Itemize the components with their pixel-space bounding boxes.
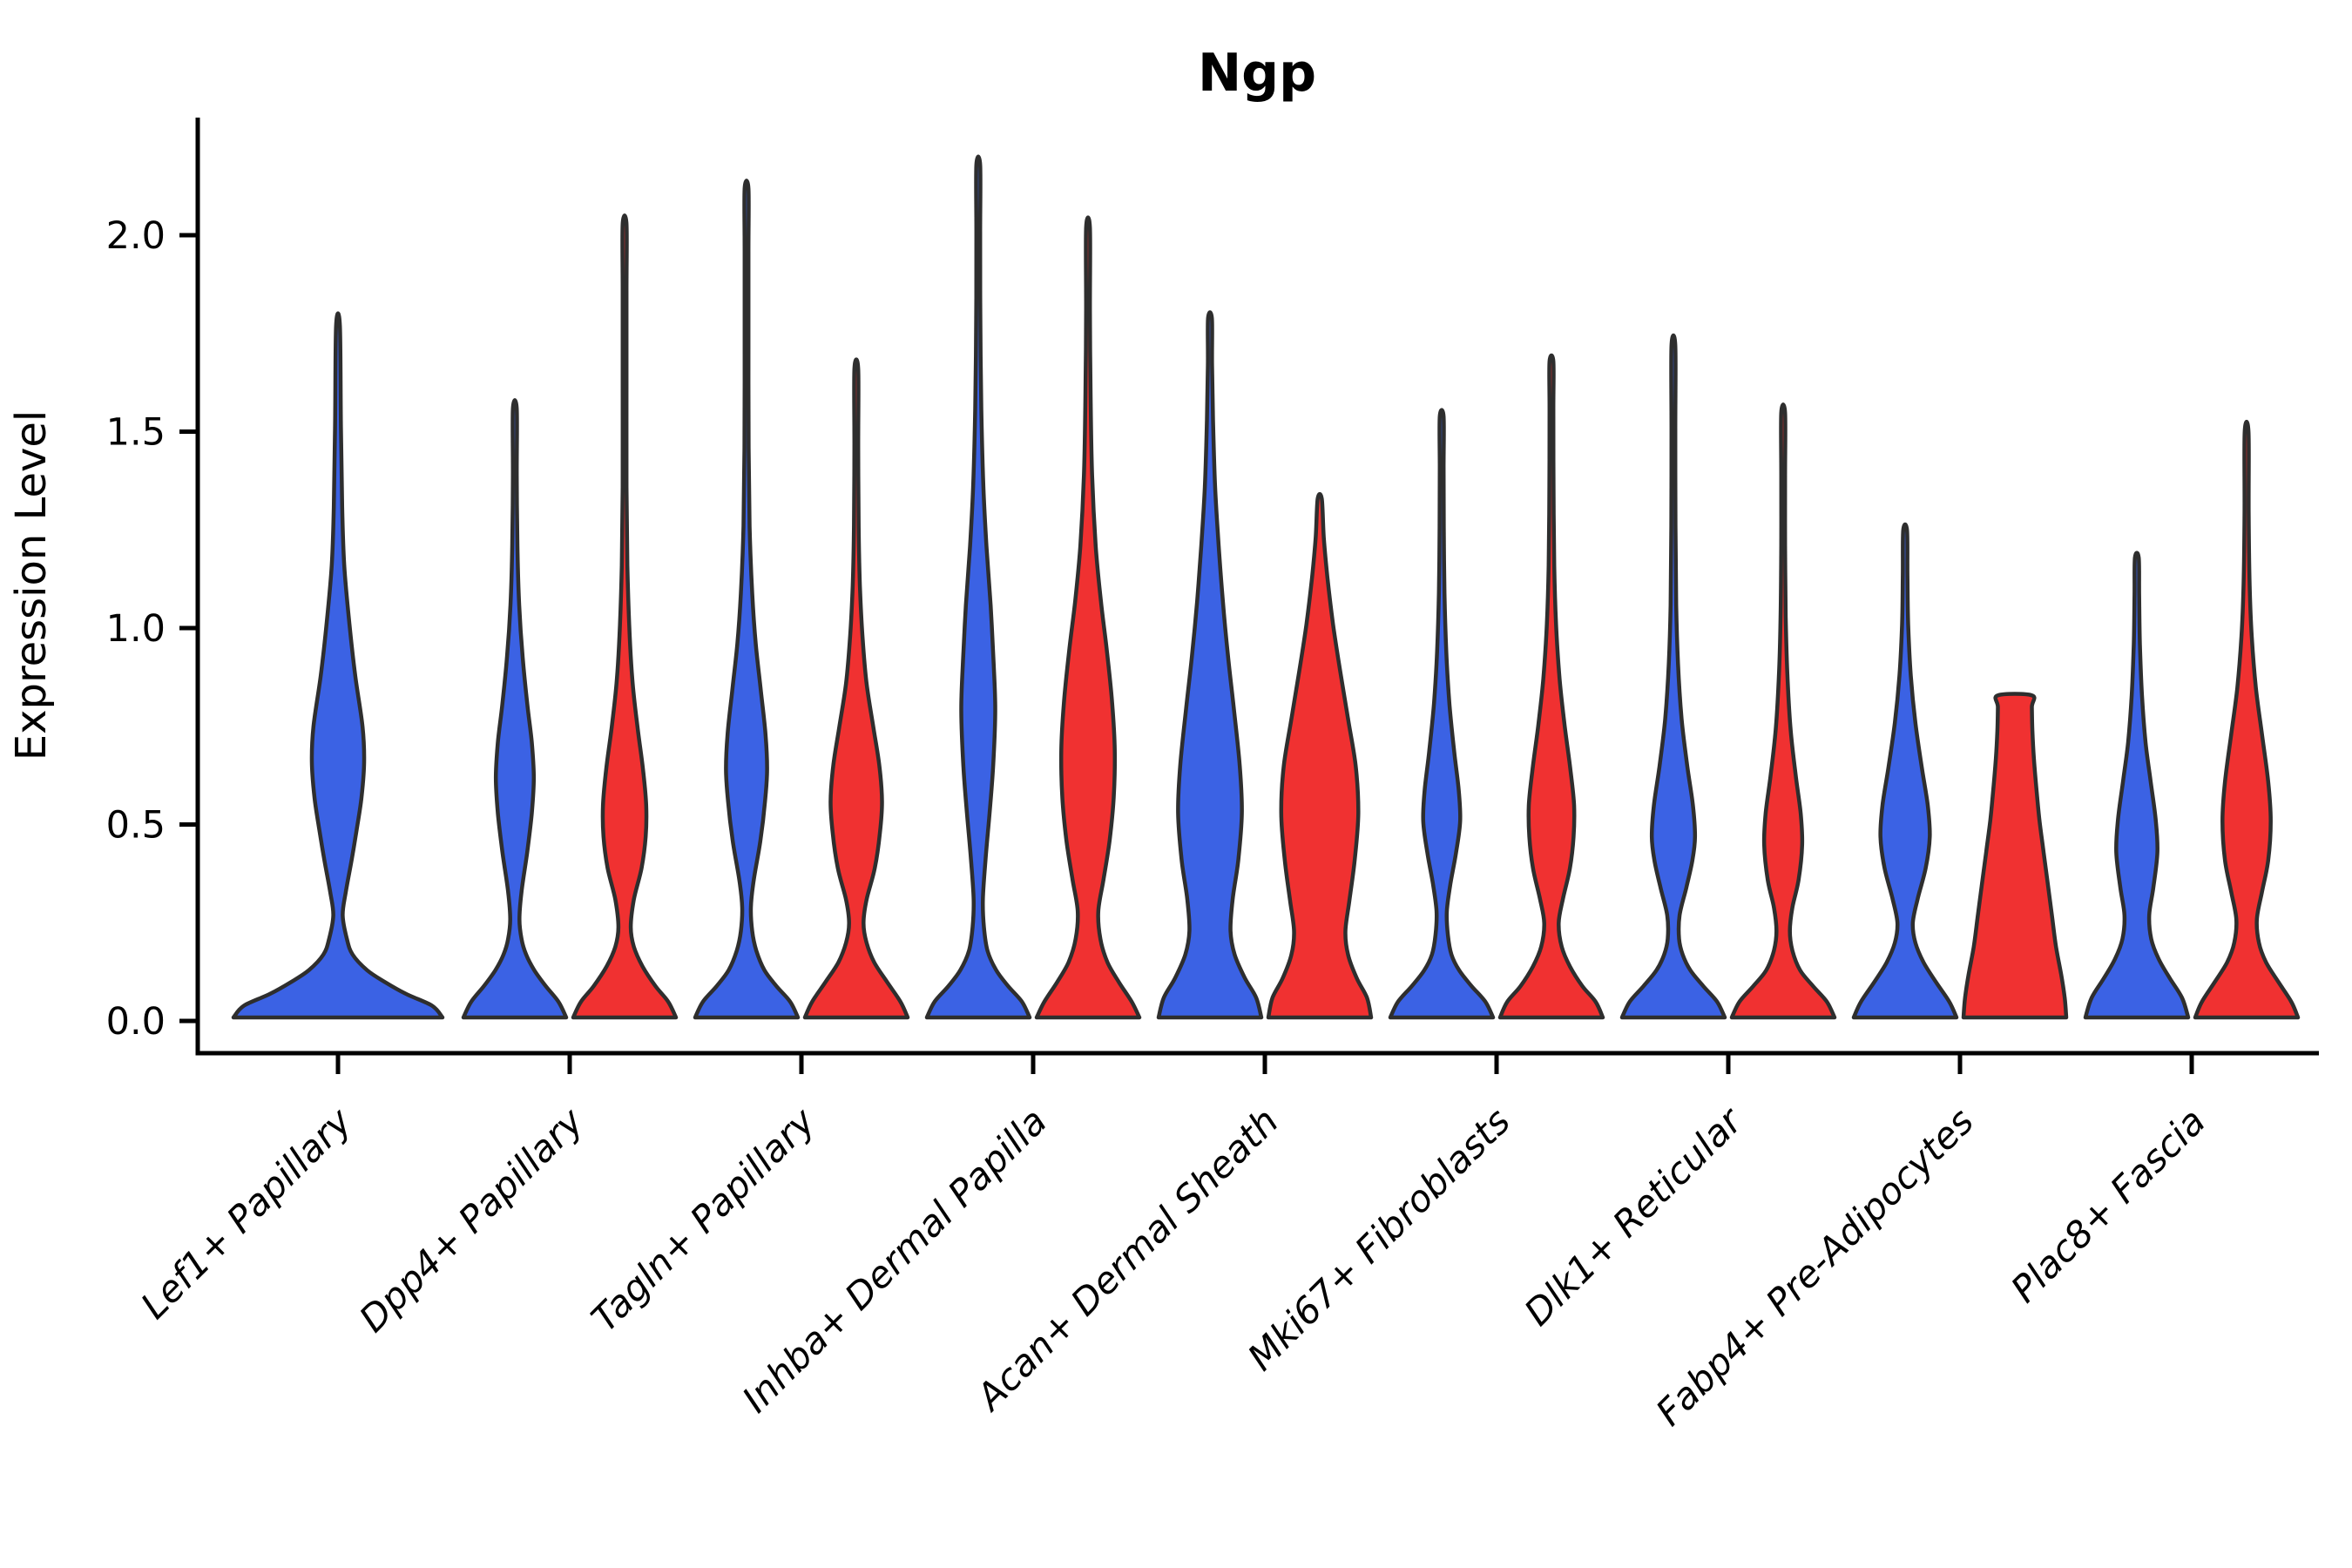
y-tick-label: 0.0 [106, 1000, 166, 1044]
violin-tagln-papillary-blue [693, 179, 801, 1020]
violin-plac8-fascia-red [2193, 419, 2301, 1020]
x-tick-label: Plac8+ Fascia [2003, 1099, 2213, 1310]
y-tick-label: 1.5 [106, 411, 166, 455]
violin-mki67-fibroblasts-red [1497, 353, 1605, 1020]
violin-dpp4-papillary-red [571, 213, 679, 1020]
violin-dpp4-papillary-blue [461, 398, 569, 1020]
y-tick-label: 0.5 [106, 804, 166, 848]
violin-fabp4-pre-adipocytes-blue [1851, 522, 1959, 1020]
x-tick-label: Dpp4+ Papillary [351, 1099, 592, 1341]
violin-lef1-papillary-blue [231, 311, 445, 1020]
violin-acan-dermal-sheath-red [1266, 491, 1374, 1020]
y-tick-label: 2.0 [106, 214, 166, 258]
violin-dlk1-reticular-red [1729, 402, 1837, 1020]
y-axis-ticks: 0.0 0.5 1.0 1.5 2.0 [106, 214, 198, 1044]
y-tick-label: 1.0 [106, 607, 166, 651]
violin-plac8-fascia-blue [2083, 551, 2191, 1020]
x-tick-label: Lef1+ Papillary [132, 1099, 361, 1328]
x-tick-label: Mki67+ Fibroblasts [1240, 1099, 1518, 1378]
x-tick-label: Dlk1+ Reticular [1516, 1098, 1752, 1334]
y-axis-label: Expression Level [7, 410, 56, 761]
x-tick-label: Tagln+ Papillary [583, 1099, 824, 1341]
violin-fabp4-pre-adipocytes-red [1961, 692, 2069, 1020]
violin-dlk1-reticular-blue [1619, 333, 1727, 1020]
violin-inhba-dermal-papilla-blue [924, 154, 1032, 1020]
violin-shapes [231, 154, 2301, 1020]
violin-tagln-papillary-red [802, 357, 910, 1020]
chart-title: Ngp [1198, 43, 1316, 104]
violin-inhba-dermal-papilla-red [1034, 215, 1142, 1020]
violin-acan-dermal-sheath-blue [1156, 310, 1264, 1020]
violin-mki67-fibroblasts-blue [1388, 408, 1496, 1020]
